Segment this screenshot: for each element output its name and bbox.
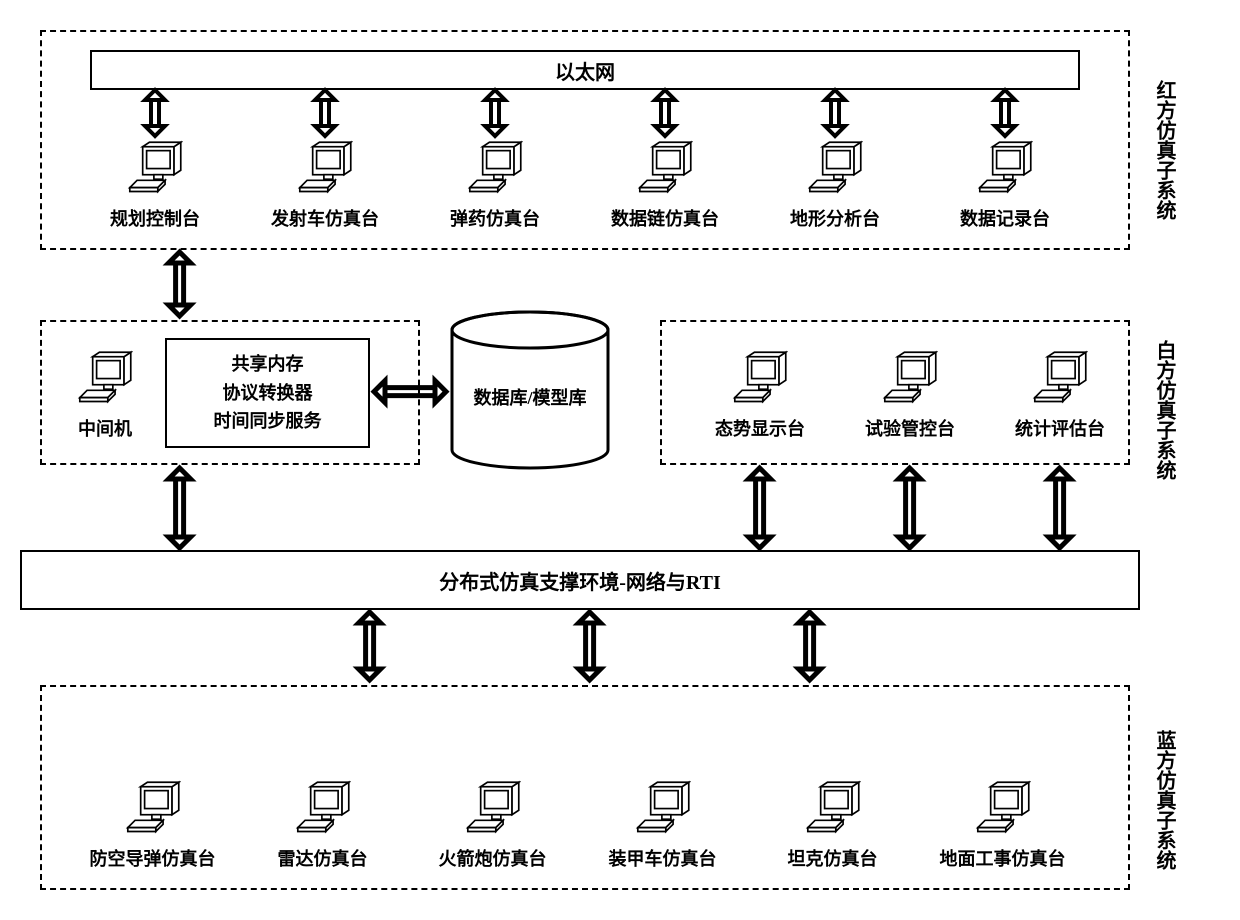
blue-node-label: 地面工事仿真台: [920, 845, 1085, 871]
white-node-label: 试验管控台: [840, 415, 980, 441]
blue-node-label: 坦克仿真台: [750, 845, 915, 871]
blue-node: 雷达仿真台: [240, 780, 405, 871]
rti-label: 分布式仿真支撑环境-网络与RTI: [439, 566, 721, 595]
blue-node: 装甲车仿真台: [580, 780, 745, 871]
red-node: 规划控制台: [80, 140, 230, 231]
red-node: 地形分析台: [760, 140, 910, 231]
blue-node: 坦克仿真台: [750, 780, 915, 871]
red-node: 弹药仿真台: [420, 140, 570, 231]
middleware-line: 共享内存: [232, 350, 304, 379]
red-node-label: 弹药仿真台: [420, 205, 570, 231]
red-node-label: 发射车仿真台: [250, 205, 400, 231]
blue-node-label: 雷达仿真台: [240, 845, 405, 871]
blue-node-label: 防空导弹仿真台: [70, 845, 235, 871]
red-node-label: 规划控制台: [80, 205, 230, 231]
red-node-label: 数据链仿真台: [590, 205, 740, 231]
red-node: 数据记录台: [930, 140, 1080, 231]
middleware-line: 时间同步服务: [214, 407, 322, 436]
red-node-label: 地形分析台: [760, 205, 910, 231]
white-node-label: 态势显示台: [690, 415, 830, 441]
intermediate-pc-label: 中间机: [50, 415, 160, 441]
middleware-line: 协议转换器: [223, 379, 313, 408]
svg-text:数据库/模型库: 数据库/模型库: [473, 387, 586, 408]
white-node: 统计评估台: [990, 350, 1130, 441]
intermediate-pc: 中间机: [50, 350, 160, 441]
red-node-label: 数据记录台: [930, 205, 1080, 231]
blue-node: 火箭炮仿真台: [410, 780, 575, 871]
blue-node: 防空导弹仿真台: [70, 780, 235, 871]
blue-node-label: 装甲车仿真台: [580, 845, 745, 871]
blue-node: 地面工事仿真台: [920, 780, 1085, 871]
white-node-label: 统计评估台: [990, 415, 1130, 441]
red-node: 发射车仿真台: [250, 140, 400, 231]
red-node: 数据链仿真台: [590, 140, 740, 231]
ethernet-label: 以太网: [555, 56, 615, 85]
blue-node-label: 火箭炮仿真台: [410, 845, 575, 871]
white-node: 试验管控台: [840, 350, 980, 441]
white-node: 态势显示台: [690, 350, 830, 441]
